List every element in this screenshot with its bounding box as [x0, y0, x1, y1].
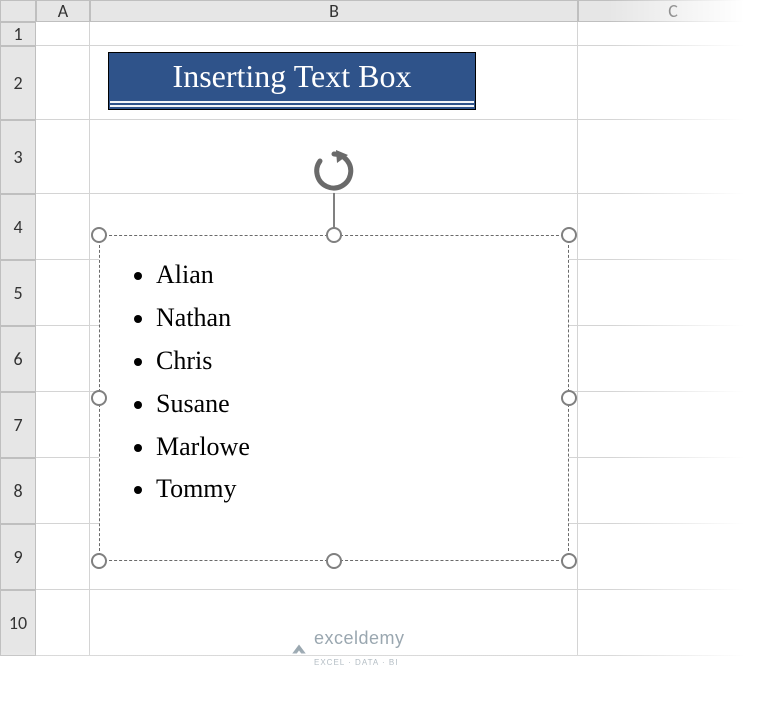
- row-header-2[interactable]: 2: [0, 46, 36, 120]
- textbox-list-item: Susane: [156, 383, 542, 426]
- textbox-list: AlianNathanChrisSusaneMarloweTommy: [126, 254, 542, 511]
- branding-name: exceldemy: [314, 628, 405, 648]
- column-header-A[interactable]: A: [36, 0, 90, 22]
- textbox-list-item: Alian: [156, 254, 542, 297]
- column-header-C[interactable]: C: [578, 0, 768, 22]
- rotation-handle[interactable]: [310, 147, 358, 195]
- cell[interactable]: [578, 120, 768, 194]
- resize-handle-se[interactable]: [561, 553, 577, 569]
- cell[interactable]: [36, 524, 90, 590]
- cell[interactable]: [36, 46, 90, 120]
- cell[interactable]: [90, 22, 578, 46]
- cell[interactable]: [578, 458, 768, 524]
- cell[interactable]: [578, 590, 768, 656]
- row-header-8[interactable]: 8: [0, 458, 36, 524]
- cell[interactable]: [578, 194, 768, 260]
- resize-handle-s[interactable]: [326, 553, 342, 569]
- branding-icon: [290, 640, 308, 658]
- row-header-5[interactable]: 5: [0, 260, 36, 326]
- cell[interactable]: [36, 458, 90, 524]
- row-header-6[interactable]: 6: [0, 326, 36, 392]
- resize-handle-n[interactable]: [326, 227, 342, 243]
- cell[interactable]: [36, 22, 90, 46]
- branding-subtitle: EXCEL · DATA · BI: [314, 658, 398, 667]
- spreadsheet-viewport: ABC 12345678910 Inserting Text Box Alian…: [0, 0, 768, 709]
- row-header-10[interactable]: 10: [0, 590, 36, 656]
- cell[interactable]: [36, 194, 90, 260]
- textbox-shape[interactable]: AlianNathanChrisSusaneMarloweTommy: [99, 235, 569, 561]
- title-cell: Inserting Text Box: [108, 52, 476, 110]
- textbox-list-item: Nathan: [156, 297, 542, 340]
- row-header-4[interactable]: 4: [0, 194, 36, 260]
- cell[interactable]: [578, 46, 768, 120]
- resize-handle-sw[interactable]: [91, 553, 107, 569]
- textbox-list-item: Tommy: [156, 468, 542, 511]
- row-header-7[interactable]: 7: [0, 392, 36, 458]
- row-header-3[interactable]: 3: [0, 120, 36, 194]
- resize-handle-ne[interactable]: [561, 227, 577, 243]
- cell[interactable]: [578, 392, 768, 458]
- select-all-corner[interactable]: [0, 0, 36, 22]
- cell[interactable]: [578, 260, 768, 326]
- cell[interactable]: [36, 326, 90, 392]
- cell[interactable]: [578, 22, 768, 46]
- row-header-9[interactable]: 9: [0, 524, 36, 590]
- row-header-1[interactable]: 1: [0, 22, 36, 46]
- cell[interactable]: [578, 326, 768, 392]
- textbox-list-item: Chris: [156, 340, 542, 383]
- column-header-B[interactable]: B: [90, 0, 578, 22]
- resize-handle-e[interactable]: [561, 390, 577, 406]
- cell[interactable]: [36, 260, 90, 326]
- textbox-list-item: Marlowe: [156, 426, 542, 469]
- title-text: Inserting Text Box: [119, 57, 465, 95]
- resize-handle-w[interactable]: [91, 390, 107, 406]
- watermark-branding: exceldemy EXCEL · DATA · BI: [290, 628, 405, 670]
- cell[interactable]: [578, 524, 768, 590]
- cell[interactable]: [36, 120, 90, 194]
- cell[interactable]: [36, 392, 90, 458]
- cell[interactable]: [36, 590, 90, 656]
- resize-handle-nw[interactable]: [91, 227, 107, 243]
